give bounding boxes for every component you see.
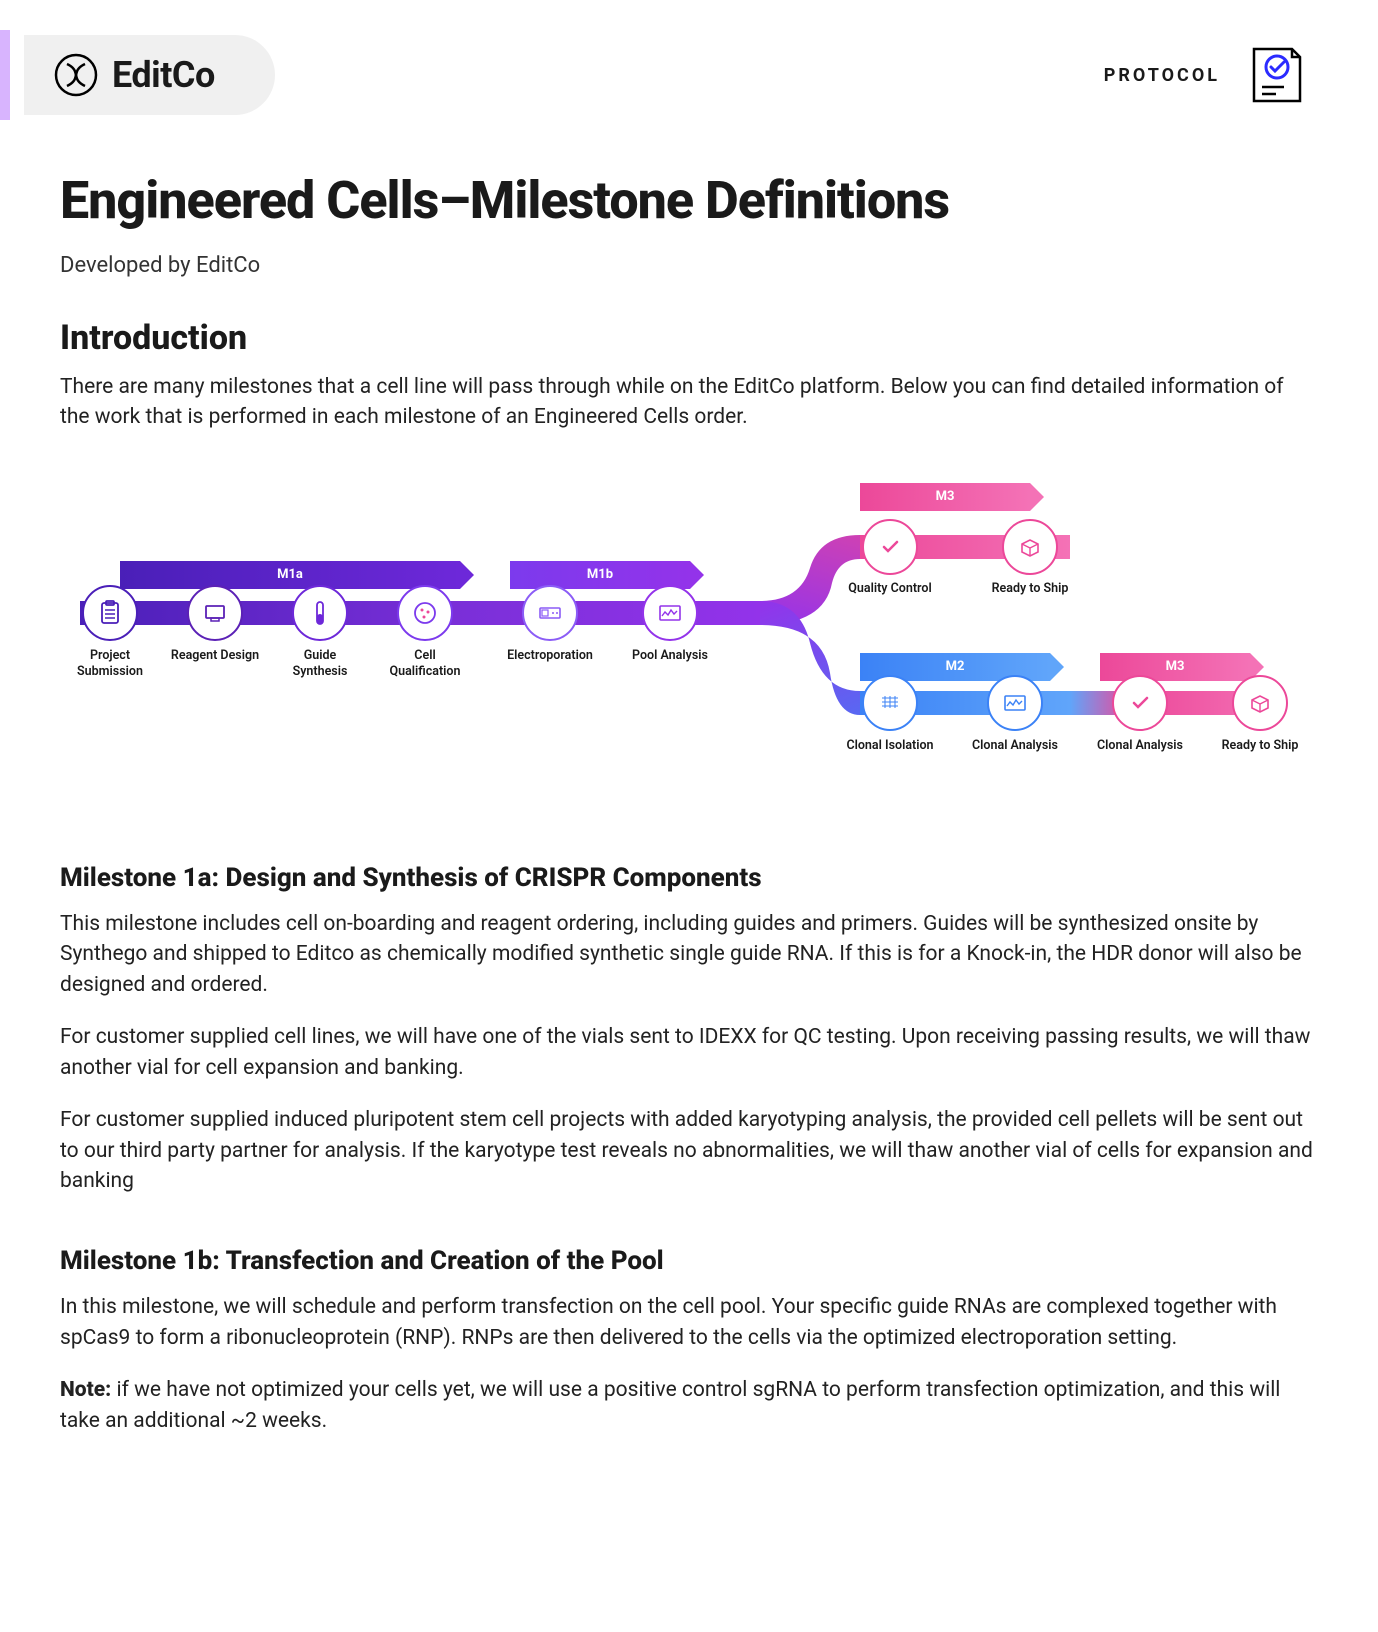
m1a-p2: For customer supplied cell lines, we wil… bbox=[60, 1022, 1318, 1083]
step-ready-ship-top-icon bbox=[1002, 519, 1058, 575]
step-label: Ready to Ship bbox=[1215, 738, 1305, 754]
protocol-label: PROTOCOL bbox=[1104, 65, 1220, 86]
m1b-p1: In this milestone, we will schedule and … bbox=[60, 1292, 1318, 1353]
step-label: Reagent Design bbox=[170, 648, 260, 664]
step-clonal-isolation-icon bbox=[862, 675, 918, 731]
step-project-submission-icon bbox=[82, 585, 138, 641]
m1b-note: Note: if we have not optimized your cell… bbox=[60, 1375, 1318, 1436]
m1a-heading: Milestone 1a: Design and Synthesis of CR… bbox=[60, 863, 1318, 893]
subtitle: Developed by EditCo bbox=[60, 253, 1318, 278]
brand-name: EditCo bbox=[112, 54, 215, 96]
intro-body: There are many milestones that a cell li… bbox=[60, 372, 1318, 433]
protocol-document-icon bbox=[1244, 43, 1308, 107]
brand-logo-icon bbox=[54, 53, 98, 97]
step-reagent-design-icon bbox=[187, 585, 243, 641]
milestone-flowchart: M1a M1b M3 M2 M3 bbox=[60, 473, 1300, 813]
page-header: EditCo PROTOCOL bbox=[0, 30, 1318, 120]
step-electroporation-icon bbox=[522, 585, 578, 641]
step-label: Electroporation bbox=[505, 648, 595, 664]
page-title: Engineered Cells–Milestone Definitions bbox=[60, 170, 1318, 231]
banner-m2-label: M2 bbox=[946, 659, 965, 674]
intro-heading: Introduction bbox=[60, 318, 1318, 358]
step-clonal-analysis-2-icon bbox=[1112, 675, 1168, 731]
step-label: Clonal Analysis bbox=[970, 738, 1060, 754]
step-quality-control-icon bbox=[862, 519, 918, 575]
banner-m1b-label: M1b bbox=[587, 567, 613, 582]
banner-m3-bottom-label: M3 bbox=[1166, 659, 1185, 674]
step-label: Ready to Ship bbox=[985, 581, 1075, 597]
banner-m3-bottom: M3 bbox=[1100, 653, 1250, 681]
m1a-p1: This milestone includes cell on-boarding… bbox=[60, 909, 1318, 1000]
banner-m3-top-label: M3 bbox=[936, 489, 955, 504]
note-body: if we have not optimized your cells yet,… bbox=[60, 1378, 1280, 1432]
step-guide-synthesis-icon bbox=[292, 585, 348, 641]
step-clonal-analysis-1-icon bbox=[987, 675, 1043, 731]
step-label: Cell Qualification bbox=[380, 648, 470, 679]
banner-m3-top: M3 bbox=[860, 483, 1030, 511]
step-label: Pool Analysis bbox=[625, 648, 715, 664]
banner-m1a: M1a bbox=[120, 561, 460, 589]
step-label: Quality Control bbox=[845, 581, 935, 597]
step-label: Clonal Analysis bbox=[1095, 738, 1185, 754]
header-right: PROTOCOL bbox=[1104, 43, 1308, 107]
step-label: Project Submission bbox=[65, 648, 155, 679]
m1a-p3: For customer supplied induced pluripoten… bbox=[60, 1105, 1318, 1196]
brand-pill: EditCo bbox=[24, 35, 275, 115]
banner-m1a-label: M1a bbox=[277, 567, 303, 582]
step-label: Clonal Isolation bbox=[845, 738, 935, 754]
step-cell-qualification-icon bbox=[397, 585, 453, 641]
accent-bar bbox=[0, 30, 10, 120]
step-label: Guide Synthesis bbox=[275, 648, 365, 679]
header-left: EditCo bbox=[0, 30, 275, 120]
step-ready-ship-bottom-icon bbox=[1232, 675, 1288, 731]
note-label: Note: bbox=[60, 1378, 111, 1402]
step-pool-analysis-icon bbox=[642, 585, 698, 641]
m1b-heading: Milestone 1b: Transfection and Creation … bbox=[60, 1246, 1318, 1276]
